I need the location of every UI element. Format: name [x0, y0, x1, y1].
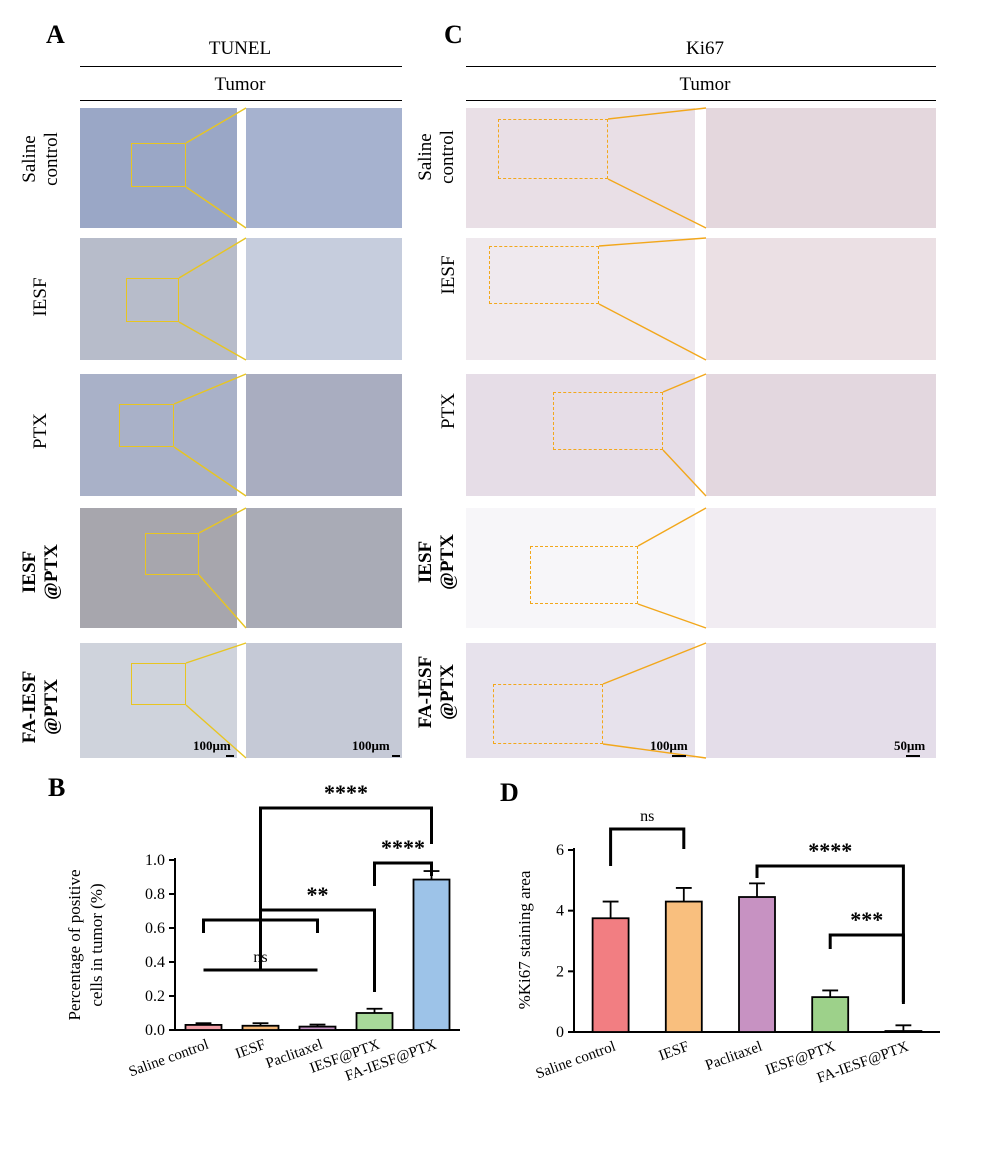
significance-bracket: ns [609, 808, 686, 866]
ki67-ptx-roi-box [553, 392, 663, 450]
y-tick-label: 1.0 [145, 852, 165, 869]
ki67-saline-overview [466, 108, 695, 228]
significance-label: ns [253, 949, 267, 966]
ki67-iesf-zoom [706, 238, 936, 360]
ki67-saline-roi-box [498, 119, 608, 179]
bar [355, 1012, 394, 1031]
significance-bracket: **** [259, 780, 433, 970]
ki67-scale-bar-left [672, 755, 686, 757]
significance-bracket: **** [373, 835, 433, 886]
panel-label-b: B [48, 773, 66, 802]
bracket-line [609, 827, 686, 866]
tunel-ptx-zoom [246, 374, 402, 496]
y-tick-label: 0.6 [145, 920, 165, 937]
tunel-stain-header: TUNEL [208, 38, 272, 59]
tunel-header-rule [80, 66, 402, 67]
bar [298, 1025, 337, 1031]
ki67-iesf-ptx-overview [466, 508, 695, 628]
ki67-ptx-overview [466, 374, 695, 496]
tunel-fa-iesf-ptx-zoom [246, 643, 402, 758]
ki67-scale-label-left: 100μm [650, 738, 688, 753]
panel-label-a: A [46, 20, 65, 49]
significance-label: **** [381, 835, 425, 860]
tunel-tissue-header: Tumor [214, 74, 266, 95]
significance-label: ** [307, 882, 329, 907]
y-tick-label: 0.0 [145, 1022, 165, 1039]
ki67-tissue-rule [466, 100, 936, 101]
bracket-line [828, 933, 905, 1002]
tunel-scale-bar-left [226, 755, 234, 757]
x-tick-label: IESF [657, 1039, 691, 1065]
tunel-scale-bar-right [392, 755, 400, 757]
bar [184, 1023, 223, 1031]
bar [811, 996, 850, 1033]
significance-bracket: ns [203, 949, 318, 972]
bracket-line [259, 806, 433, 970]
bar [664, 900, 703, 1033]
tunel-fa-iesf-ptx-overview [80, 643, 237, 758]
y-axis-title: cells in tumor (%) [87, 883, 106, 1006]
ki67-fa-iesf-ptx-zoom [706, 643, 936, 758]
panel-label-c: C [444, 20, 463, 49]
bar [241, 1024, 280, 1031]
tunel-saline-zoom [246, 108, 402, 228]
y-tick-label: 0.8 [145, 886, 165, 903]
tunel-tissue-rule [80, 100, 402, 101]
significance-label: **** [808, 838, 852, 863]
bar [412, 878, 451, 1031]
ki67-scale-label-right: 50μm [894, 738, 926, 753]
zoom-connector-lines [173, 107, 707, 759]
bar [884, 1030, 923, 1033]
bar [591, 917, 630, 1033]
tunel-iesf-ptx-roi-box [145, 533, 199, 575]
bracket-line [373, 861, 433, 886]
ki67-saline-zoom [706, 108, 936, 228]
y-tick-label: 0 [556, 1024, 564, 1041]
y-axis-title: Percentage of positive [65, 869, 84, 1020]
bracket-line [202, 918, 319, 933]
tunel-saline-roi-box [131, 143, 186, 187]
ki67-iesf-ptx-roi-box [530, 546, 638, 604]
significance-bracket [202, 918, 319, 933]
significance-label: **** [324, 780, 368, 805]
significance-bracket: ** [259, 882, 376, 992]
significance-label: *** [850, 907, 883, 932]
tunel-iesf-roi-box [126, 278, 179, 322]
ki67-fa-iesf-ptx-roi-box [493, 684, 603, 744]
panel-label-d: D [500, 778, 519, 807]
tunel-ptx-overview [80, 374, 237, 496]
y-axis-title: %Ki67 staining area [515, 870, 534, 1009]
ki67-ptx-zoom [706, 374, 936, 496]
tunel-scale-label-right: 100μm [352, 738, 390, 753]
ki67-tissue-header: Tumor [679, 74, 731, 95]
significance-bracket: *** [828, 907, 905, 1002]
x-tick-label: Paclitaxel [703, 1039, 764, 1074]
y-tick-label: 0.4 [145, 954, 165, 971]
significance-label: ns [640, 808, 654, 825]
ki67-iesf-overview [466, 238, 695, 360]
bracket-line [259, 908, 376, 992]
ki67-stain-header: Ki67 [686, 38, 724, 59]
ki67-header-rule [466, 66, 936, 67]
y-tick-label: 2 [556, 963, 564, 980]
tunel-iesf-ptx-zoom [246, 508, 402, 628]
bar [738, 896, 776, 1033]
tunel-fa-iesf-ptx-roi-box [131, 663, 186, 705]
x-tick-label: Saline control [534, 1039, 618, 1083]
tunel-ptx-roi-box [119, 404, 174, 447]
ki67-iesf-roi-box [489, 246, 599, 304]
y-tick-label: 0.2 [145, 988, 165, 1005]
ki67-scale-bar-right [906, 755, 920, 757]
tunel-scale-label-left: 100μm [193, 738, 231, 753]
tunel-iesf-ptx-overview [80, 508, 237, 628]
x-tick-label: Saline control [127, 1037, 211, 1081]
y-tick-label: 4 [556, 903, 564, 920]
ki67-iesf-ptx-zoom [706, 508, 936, 628]
x-tick-label: IESF [233, 1037, 267, 1063]
y-tick-label: 6 [556, 842, 564, 859]
tunel-iesf-zoom [246, 238, 402, 360]
